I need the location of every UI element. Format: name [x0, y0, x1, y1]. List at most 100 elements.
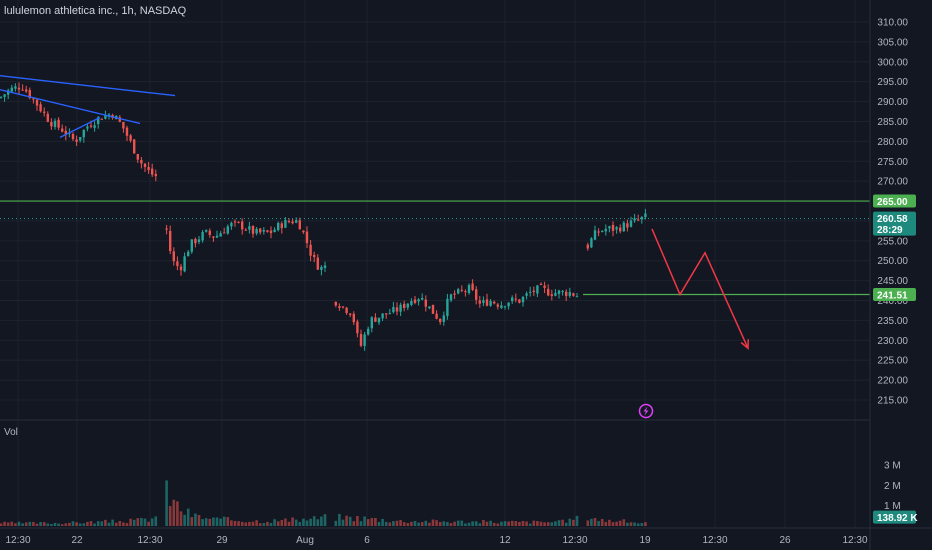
volume-bar	[359, 521, 363, 526]
volume-bar	[500, 521, 503, 526]
volume-bar	[568, 518, 572, 526]
candle-body	[352, 313, 355, 323]
candle-body	[262, 230, 265, 232]
volume-bar	[474, 521, 478, 526]
candle-body	[277, 222, 280, 231]
volume-bar	[273, 519, 276, 526]
volume-bar	[600, 518, 604, 526]
candle-body	[341, 306, 345, 308]
candle-body	[529, 291, 532, 293]
volume-bar	[222, 516, 226, 526]
candle-body	[53, 120, 57, 127]
candle-body	[367, 328, 370, 335]
volume-bar	[132, 519, 136, 526]
volume-bar	[644, 522, 647, 526]
candle-body	[561, 291, 564, 293]
volume-bar	[586, 520, 590, 526]
candle-body	[215, 235, 219, 238]
volume-bar	[482, 520, 485, 526]
candle-body	[219, 233, 222, 237]
candle-body	[251, 225, 255, 234]
price-tick-label: 310.00	[877, 18, 908, 29]
candle-body	[302, 230, 305, 233]
volume-bar	[21, 523, 24, 526]
candle-body	[129, 135, 132, 141]
volume-bar	[244, 522, 248, 526]
volume-bar	[172, 499, 176, 526]
volume-bar	[464, 523, 467, 526]
candle-body	[421, 298, 424, 300]
price-tick-label: 255.00	[877, 236, 908, 247]
volume-bar	[399, 520, 402, 526]
candle-body	[500, 305, 503, 308]
time-tick-label: 6	[364, 535, 370, 546]
candle-body	[140, 160, 143, 164]
candle-body	[122, 122, 125, 129]
volume-bar	[471, 521, 474, 526]
candle-body	[248, 226, 251, 230]
candle-body	[644, 213, 647, 218]
candle-body	[316, 257, 319, 270]
candle-body	[179, 266, 183, 271]
volume-bar	[122, 522, 125, 526]
volume-bar	[154, 516, 158, 526]
projection-path[interactable]	[651, 228, 749, 349]
candle-body	[46, 113, 49, 122]
trendline[interactable]	[59, 116, 101, 139]
candle-body	[435, 313, 438, 319]
candle-body	[61, 128, 64, 132]
volume-bar	[269, 522, 273, 526]
candle-body	[428, 306, 431, 309]
trendline[interactable]	[0, 75, 176, 97]
candle-body	[280, 223, 283, 229]
time-axis[interactable]: 12:30 22 12:30 29 Aug 6 12 12:30 19 12:30 26 12:30	[5, 535, 867, 546]
volume-axis[interactable]: 3 M 2 M 1 M	[884, 461, 901, 513]
volume-bar	[312, 516, 316, 526]
volume-bar	[287, 521, 291, 526]
candle-body	[374, 317, 377, 322]
volume-bar	[104, 519, 107, 526]
volume-bar	[345, 515, 348, 526]
volume-bar	[24, 522, 28, 526]
candle-body	[7, 90, 10, 95]
candle-body	[539, 283, 543, 285]
price-tick-label: 270.00	[877, 177, 908, 188]
candle-body	[377, 317, 381, 323]
volume-bar	[194, 513, 197, 526]
candle-body	[237, 221, 240, 223]
volume-bar	[60, 524, 64, 526]
volume-bar	[208, 518, 212, 526]
candle-body	[399, 304, 402, 312]
candle-body	[575, 296, 579, 298]
trendline[interactable]	[0, 88, 141, 125]
candle-body	[313, 254, 316, 257]
volume-bar	[291, 517, 294, 526]
candle-body	[187, 251, 190, 257]
time-tick-label: 22	[71, 535, 83, 546]
volume-bar	[46, 523, 50, 526]
price-candles	[0, 82, 647, 351]
candle-body	[608, 226, 611, 229]
candle-body	[464, 291, 467, 293]
volume-bar	[276, 521, 280, 526]
candle-body	[291, 221, 294, 224]
volume-bar	[237, 521, 240, 526]
volume-bar	[75, 522, 78, 526]
volume-bar	[557, 520, 561, 526]
candle-body	[395, 307, 399, 312]
volume-bar	[190, 517, 194, 526]
candle-body	[572, 293, 575, 296]
candle-body	[147, 166, 150, 171]
candle-body	[151, 168, 154, 175]
volume-bar	[114, 522, 118, 526]
candle-body	[212, 236, 215, 238]
candle-body	[10, 87, 13, 92]
candle-body	[259, 228, 262, 233]
volume-bar	[503, 521, 507, 526]
lightning-icon[interactable]	[638, 403, 654, 419]
candle-body	[284, 220, 287, 228]
candle-body	[446, 298, 449, 317]
volume-bar	[410, 521, 413, 526]
